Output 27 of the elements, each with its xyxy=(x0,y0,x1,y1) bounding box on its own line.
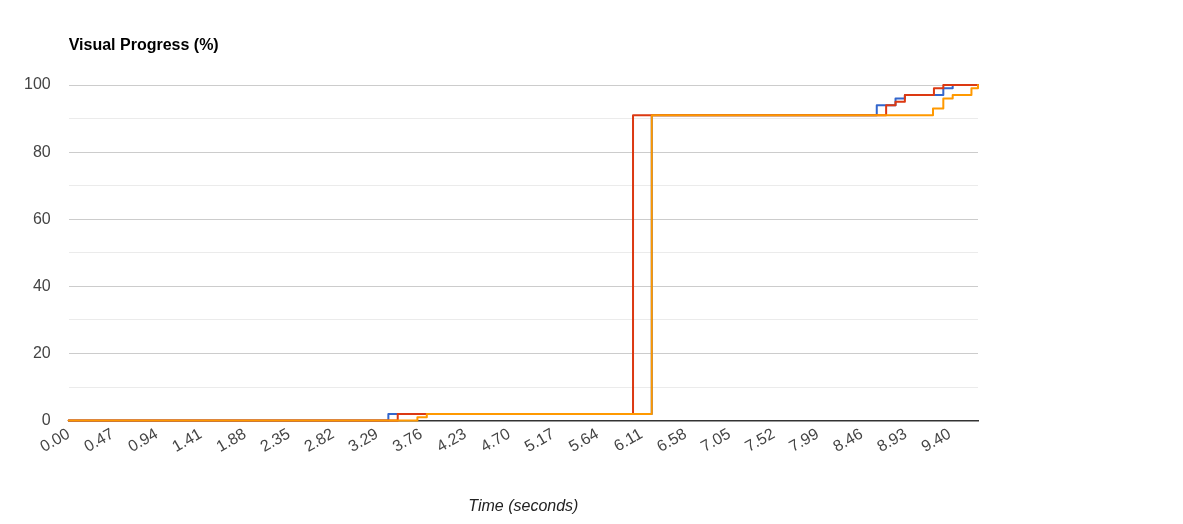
x-tick-label: 8.46 xyxy=(830,424,866,455)
x-tick-label: 3.76 xyxy=(389,424,425,455)
x-tick-label: 1.41 xyxy=(169,424,205,455)
x-tick-label: 4.70 xyxy=(477,424,514,455)
chart-title: Visual Progress (%) xyxy=(68,36,219,53)
x-tick-label: 4.23 xyxy=(433,424,470,455)
x-tick-label: 6.58 xyxy=(653,424,690,455)
x-tick-label: 7.05 xyxy=(697,424,734,455)
y-tick-label: 80 xyxy=(32,142,51,160)
x-tick-label: 0.94 xyxy=(125,424,161,455)
y-tick-label: 20 xyxy=(32,343,51,361)
y-tick-label: 100 xyxy=(23,75,51,93)
x-tick-label: 5.17 xyxy=(521,424,558,455)
x-tick-label: 2.35 xyxy=(257,424,293,455)
x-tick-label: 7.52 xyxy=(741,424,778,455)
x-tick-label: 1.88 xyxy=(213,424,249,455)
x-tick-label: 9.40 xyxy=(918,424,954,455)
x-tick-label: 8.93 xyxy=(874,424,910,455)
y-tick-label: 40 xyxy=(32,276,51,294)
x-tick-label: 7.99 xyxy=(785,424,822,455)
y-tick-label: 60 xyxy=(32,209,51,227)
x-tick-label: 2.82 xyxy=(301,424,337,455)
x-tick-label: 0.47 xyxy=(81,424,117,455)
x-tick-label: 6.11 xyxy=(610,424,646,455)
x-axis-title: Time (seconds) xyxy=(468,496,579,514)
x-tick-label: 3.29 xyxy=(345,424,381,455)
x-tick-label: 5.64 xyxy=(565,424,602,455)
